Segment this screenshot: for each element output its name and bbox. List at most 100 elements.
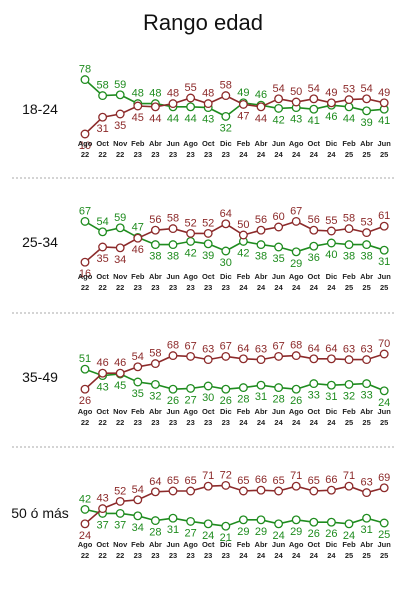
green-point xyxy=(203,381,213,391)
red-point xyxy=(203,99,213,109)
value-label: 52 xyxy=(184,217,196,229)
red-point xyxy=(115,368,125,378)
value-label: 48 xyxy=(132,88,144,100)
green-series-line xyxy=(84,220,385,253)
value-label: 38 xyxy=(343,251,355,263)
x-tick-year: 23 xyxy=(169,551,177,560)
value-label: 71 xyxy=(202,470,214,482)
green-point xyxy=(238,383,248,393)
x-tick-label: Jun xyxy=(272,272,286,281)
green-point xyxy=(256,380,266,390)
value-label: 24 xyxy=(343,530,355,542)
green-point xyxy=(344,379,354,389)
red-point xyxy=(291,216,301,226)
x-tick-label: Feb xyxy=(131,272,145,281)
value-label: 29 xyxy=(237,526,249,538)
x-tick-year: 24 xyxy=(292,418,301,427)
red-point xyxy=(186,351,196,361)
row-label: 25-34 xyxy=(22,234,58,250)
x-tick-year: 25 xyxy=(345,150,353,159)
value-label: 64 xyxy=(149,476,161,488)
green-point xyxy=(309,241,319,251)
value-label: 24 xyxy=(79,530,91,542)
red-point xyxy=(186,93,196,103)
value-label: 49 xyxy=(237,87,249,99)
x-tick-year: 24 xyxy=(310,418,319,427)
x-tick-label: Jun xyxy=(166,407,180,416)
green-point xyxy=(362,513,372,523)
value-label: 29 xyxy=(290,526,302,538)
value-label: 55 xyxy=(184,82,196,94)
green-point xyxy=(80,504,90,514)
x-tick-year: 22 xyxy=(116,150,124,159)
panel-1: 18-24 78 58 59 48 48 44 44 43 32 49 46 42 43 41 46 44 39 4… xyxy=(22,64,391,159)
green-point xyxy=(80,75,90,85)
x-tick-year: 24 xyxy=(327,150,336,159)
x-tick-year: 23 xyxy=(169,418,177,427)
value-label: 45 xyxy=(114,380,126,392)
green-point xyxy=(256,515,266,525)
red-point xyxy=(238,230,248,240)
x-tick-label: Nov xyxy=(113,407,128,416)
red-point xyxy=(309,354,319,364)
value-label: 35 xyxy=(114,120,126,132)
green-point xyxy=(362,240,372,250)
red-point xyxy=(168,224,178,234)
x-tick-year: 25 xyxy=(345,283,353,292)
x-tick-year: 22 xyxy=(81,283,89,292)
red-point xyxy=(291,97,301,107)
value-label: 46 xyxy=(325,111,337,123)
red-point xyxy=(203,228,213,238)
panel-2: 25-34 67 54 59 47 38 38 42 39 30 42 38 35 29 36 40 38 38 3… xyxy=(22,205,391,292)
red-point xyxy=(203,481,213,491)
x-tick-label: Oct xyxy=(96,407,109,416)
value-label: 50 xyxy=(290,86,302,98)
green-point xyxy=(238,515,248,525)
value-label: 47 xyxy=(132,221,144,233)
x-tick-label: Jun xyxy=(378,407,392,416)
green-point xyxy=(115,508,125,518)
value-label: 26 xyxy=(167,395,179,407)
value-label: 53 xyxy=(343,84,355,96)
x-tick-label: Nov xyxy=(113,540,128,549)
x-tick-year: 24 xyxy=(310,283,319,292)
x-tick-label: Oct xyxy=(96,139,109,148)
value-label: 67 xyxy=(184,340,196,352)
green-point xyxy=(221,521,231,531)
value-label: 31 xyxy=(167,524,179,536)
value-label: 66 xyxy=(255,474,267,486)
x-tick-label: Feb xyxy=(237,407,251,416)
x-tick-year: 22 xyxy=(81,418,89,427)
x-tick-year: 24 xyxy=(292,283,301,292)
value-label: 41 xyxy=(378,115,390,127)
red-series-line xyxy=(84,484,385,525)
value-label: 45 xyxy=(132,112,144,124)
x-tick-label: Feb xyxy=(342,540,356,549)
value-label: 60 xyxy=(272,211,284,223)
x-tick-year: 23 xyxy=(186,283,194,292)
chart-panels: 18-24 78 58 59 48 48 44 44 43 32 49 46 42 43 41 46 44 39 4… xyxy=(11,64,394,560)
value-label: 43 xyxy=(96,382,108,394)
x-tick-year: 24 xyxy=(310,551,319,560)
red-point xyxy=(238,486,248,496)
x-tick-year: 24 xyxy=(239,150,248,159)
green-point xyxy=(80,216,90,226)
red-point xyxy=(344,224,354,234)
value-label: 42 xyxy=(184,247,196,259)
green-point xyxy=(326,517,336,527)
x-tick-year: 24 xyxy=(274,150,283,159)
red-point xyxy=(168,351,178,361)
value-label: 28 xyxy=(272,394,284,406)
red-point xyxy=(98,112,108,122)
value-label: 54 xyxy=(132,484,144,496)
value-label: 46 xyxy=(96,357,108,369)
value-label: 26 xyxy=(220,395,232,407)
value-label: 56 xyxy=(255,214,267,226)
value-label: 52 xyxy=(114,485,126,497)
green-point xyxy=(80,364,90,374)
value-label: 54 xyxy=(96,216,108,228)
x-tick-year: 22 xyxy=(116,551,124,560)
value-label: 39 xyxy=(202,250,214,262)
x-tick-label: Ago xyxy=(78,272,93,281)
x-tick-year: 24 xyxy=(292,551,301,560)
